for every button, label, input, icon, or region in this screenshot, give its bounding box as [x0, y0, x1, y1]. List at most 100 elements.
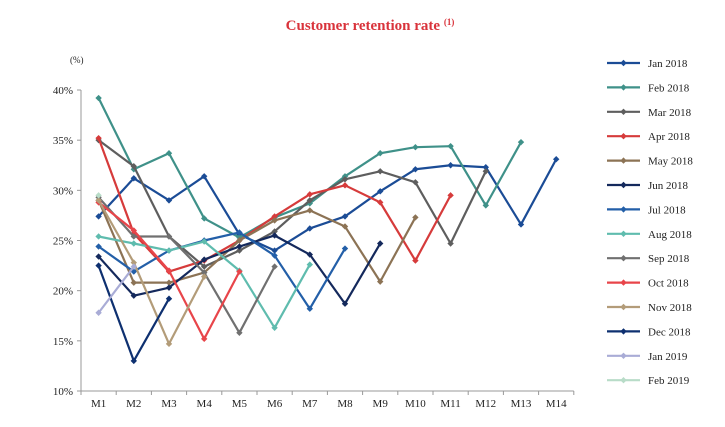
data-point	[412, 257, 419, 264]
x-tick-label: M5	[232, 398, 248, 410]
legend-label: Jan 2018	[648, 58, 688, 70]
x-tick-label: M9	[373, 398, 389, 410]
data-point	[130, 279, 137, 286]
data-point	[95, 253, 102, 260]
data-point	[447, 142, 454, 150]
data-point	[165, 267, 173, 274]
y-tick-label: 20%	[53, 286, 73, 298]
data-point	[306, 261, 313, 268]
data-point	[201, 215, 208, 222]
legend-label: Oct 2018	[648, 278, 689, 290]
data-point	[447, 240, 454, 247]
data-point	[236, 237, 243, 244]
legend-item: Dec 2018	[607, 326, 691, 338]
legend-label: Sep 2018	[648, 253, 690, 265]
data-point	[201, 273, 208, 280]
x-tick-label: M11	[440, 398, 460, 410]
data-point	[341, 223, 349, 230]
data-point	[236, 247, 243, 254]
series-line	[97, 158, 558, 252]
legend-label: Dec 2018	[648, 326, 691, 338]
data-point	[482, 164, 489, 171]
legend-label: May 2018	[648, 156, 693, 168]
y-tick-label: 40%	[53, 85, 73, 97]
x-tick-label: M3	[161, 398, 177, 410]
legend-item: Sep 2018	[607, 253, 690, 265]
data-point	[271, 213, 278, 220]
data-point	[130, 175, 137, 182]
y-tick-label: 15%	[53, 336, 73, 348]
chart-title: Customer retention rate (1)	[286, 17, 455, 34]
data-point	[165, 233, 173, 240]
data-point	[341, 300, 349, 307]
data-point	[341, 182, 349, 189]
data-point	[130, 259, 137, 266]
legend-item: Feb 2019	[607, 375, 690, 387]
series-aug-2018	[95, 233, 313, 331]
legend-marker	[620, 108, 627, 115]
data-point	[553, 156, 560, 163]
data-point	[130, 357, 137, 365]
data-point	[165, 247, 173, 254]
data-point	[271, 228, 278, 235]
data-point	[130, 227, 137, 234]
data-point	[306, 207, 313, 214]
data-point	[95, 213, 102, 220]
data-point	[517, 138, 525, 146]
data-point	[130, 233, 137, 240]
data-point	[306, 251, 313, 258]
legend-item: Feb 2018	[607, 82, 690, 94]
data-point	[377, 150, 384, 157]
series-jun-2018	[95, 232, 384, 307]
legend-label: Feb 2018	[648, 82, 690, 94]
chart-title-note: (1)	[444, 17, 455, 27]
data-point	[95, 262, 102, 269]
data-point	[236, 268, 243, 275]
data-point	[412, 143, 419, 151]
x-tick-label: M10	[405, 398, 426, 410]
y-tick-label: 30%	[53, 185, 73, 197]
y-tick-label: 10%	[53, 386, 73, 398]
legend-marker	[620, 59, 627, 67]
x-tick-label: M7	[302, 398, 318, 410]
legend-item: Apr 2018	[607, 131, 690, 143]
legend-marker	[620, 303, 627, 311]
data-point	[412, 179, 419, 186]
legend-label: Jun 2018	[648, 180, 689, 192]
data-point	[447, 162, 454, 169]
data-point	[377, 188, 384, 195]
data-point	[271, 252, 278, 259]
data-point	[236, 329, 243, 337]
legend-item: Jan 2019	[607, 351, 688, 363]
legend-label: Mar 2018	[648, 107, 692, 119]
x-tick-label: M2	[126, 398, 141, 410]
data-point	[201, 269, 208, 276]
legend-marker	[620, 328, 627, 335]
data-point	[271, 263, 278, 270]
data-point	[95, 192, 102, 199]
series-line	[97, 196, 276, 334]
series-oct-2018	[95, 199, 243, 343]
data-point	[165, 197, 173, 204]
x-tick-label: M13	[511, 398, 532, 410]
data-point	[306, 191, 313, 198]
legend-label: Nov 2018	[648, 302, 692, 314]
legend-marker	[620, 133, 627, 140]
legend-item: Mar 2018	[607, 107, 692, 119]
data-point	[482, 202, 489, 209]
series-mar-2018	[95, 136, 489, 270]
legend-label: Jan 2019	[648, 351, 688, 363]
legend-item: Jan 2018	[607, 58, 688, 70]
y-tick-label: 25%	[53, 236, 73, 248]
legend-item: Nov 2018	[607, 302, 692, 314]
data-point	[412, 166, 419, 173]
series-jul-2018	[95, 229, 349, 312]
data-point	[201, 238, 208, 245]
data-point	[377, 240, 384, 247]
series-nov-2018	[95, 197, 208, 348]
data-point	[236, 243, 243, 250]
series-dec-2018	[95, 262, 173, 365]
chart-title-text: Customer retention rate	[286, 18, 441, 34]
data-point	[130, 240, 137, 247]
